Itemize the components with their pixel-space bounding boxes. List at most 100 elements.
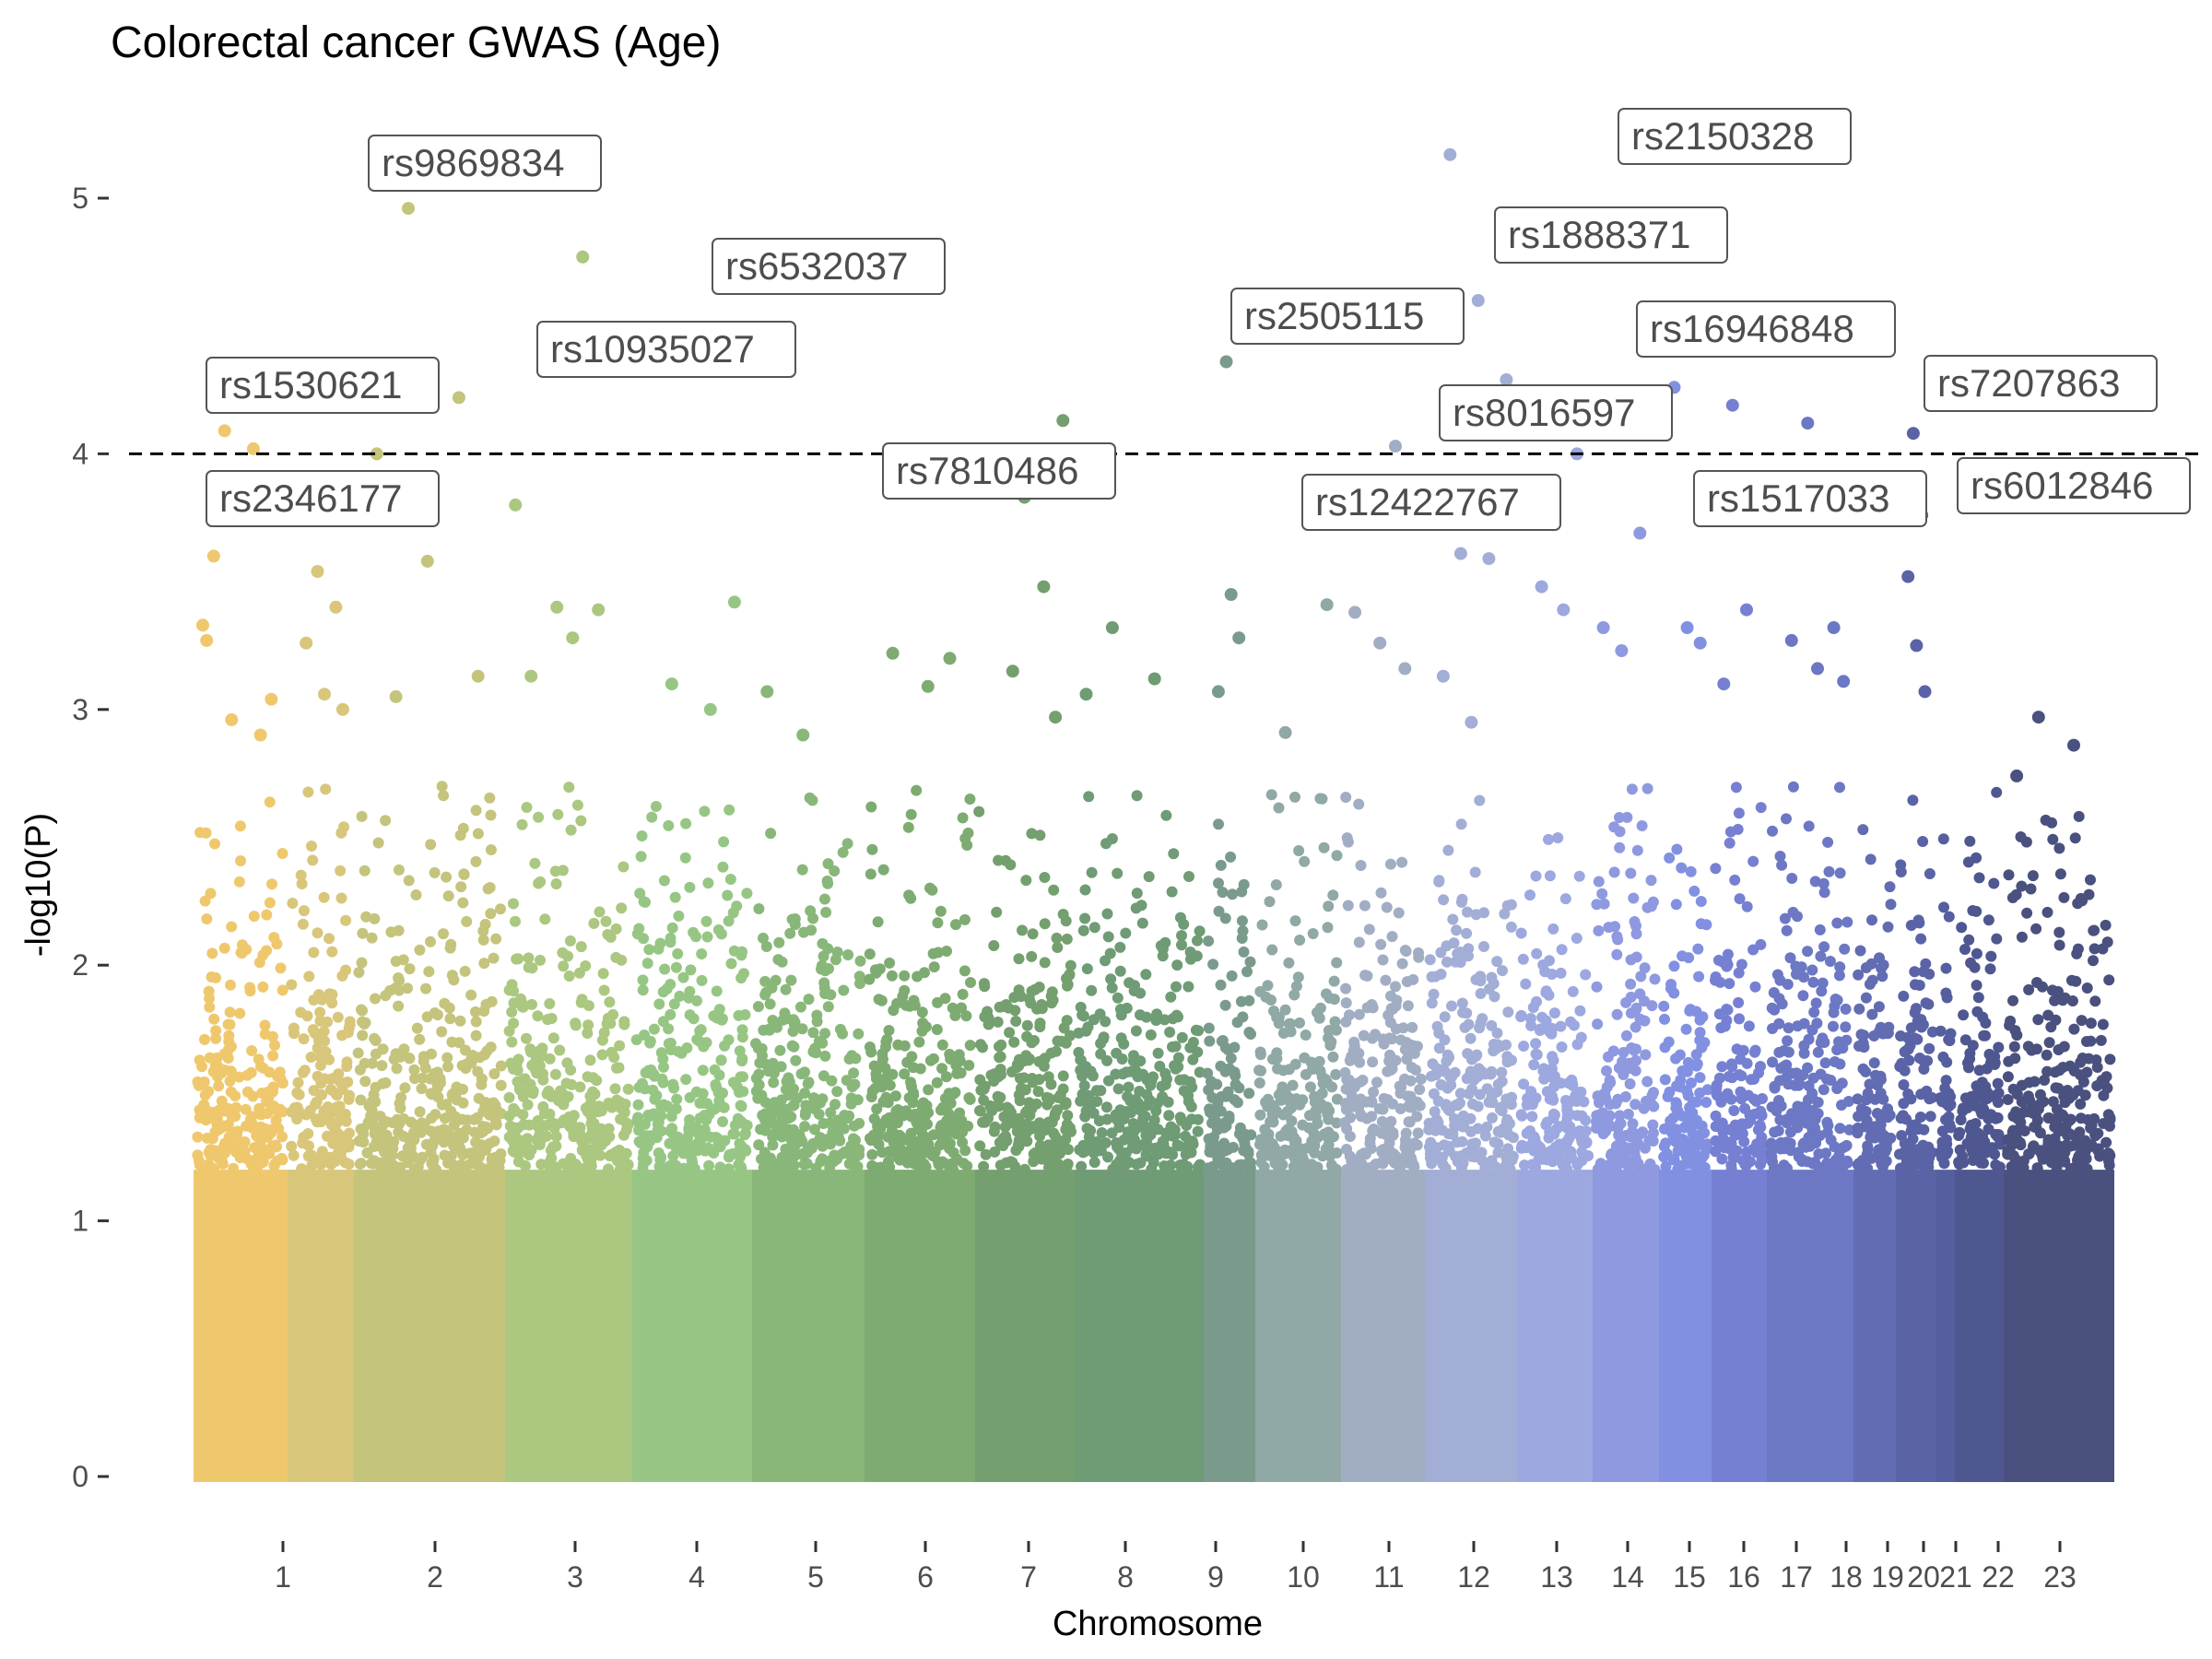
snp-point-bg — [729, 1119, 741, 1131]
snp-point-bg — [1660, 1160, 1672, 1172]
snp-point-bg — [758, 932, 769, 944]
snp-point-bg — [1225, 851, 1237, 863]
snp-point-bg — [1836, 1100, 1847, 1111]
snp-point — [1482, 552, 1496, 566]
snp-point-bg — [1668, 960, 1680, 972]
snp-point-bg — [1884, 881, 1896, 893]
snp-point-bg — [1075, 1065, 1087, 1077]
snp-point-bg — [853, 971, 865, 982]
snp-point-bg — [2049, 1066, 2061, 1078]
snp-point-bg — [1235, 1159, 1247, 1171]
snp-point-bg — [1131, 790, 1143, 802]
annotation-label: rs2505115 — [1244, 294, 1424, 337]
snp-point-bg — [1502, 1006, 1514, 1018]
snp-point-bg — [1898, 1079, 1910, 1090]
snp-point-bg — [1747, 944, 1759, 956]
snp-point-bg — [1157, 950, 1169, 962]
snp-point-bg — [1141, 1100, 1153, 1112]
snp-point-bg — [1716, 1153, 1728, 1165]
snp-point-bg — [905, 808, 917, 820]
snp-point-bg — [2046, 817, 2058, 829]
dense-snp-region — [194, 1170, 288, 1482]
snp-point-bg — [839, 1110, 851, 1121]
snp-point-bg — [1765, 1137, 1777, 1149]
snp-point-bg — [717, 1101, 729, 1113]
snp-point-bg — [669, 891, 681, 903]
snp-point-bg — [325, 1084, 336, 1095]
snp-point-bg — [650, 801, 662, 812]
snp-point-bg — [325, 1119, 337, 1131]
snp-point-bg — [888, 1005, 900, 1017]
snp-point-bg — [1155, 940, 1167, 952]
snp-point-bg — [771, 1021, 782, 1033]
snp-point-bg — [1470, 909, 1482, 921]
snp-point-bg — [1813, 1148, 1825, 1159]
snp-point-bg — [1371, 1077, 1382, 1088]
snp-point-bg — [854, 955, 866, 967]
snp-point-bg — [1976, 1108, 1988, 1120]
snp-point-bg — [1565, 1016, 1577, 1028]
snp-point-bg — [1083, 791, 1095, 803]
snp-point-bg — [340, 914, 352, 926]
snp-point-bg — [1445, 1079, 1457, 1091]
snp-point-bg — [1386, 1033, 1398, 1045]
snp-point-bg — [1130, 902, 1142, 914]
snp-point-bg — [1204, 1035, 1216, 1047]
snp-point-bg — [1289, 791, 1300, 803]
x-tick-label: 14 — [1611, 1560, 1644, 1594]
snp-point-bg — [1963, 934, 1975, 946]
snp-point-bg — [1055, 1144, 1067, 1156]
snp-point-bg — [1917, 836, 1929, 847]
snp-point-bg — [1353, 936, 1365, 948]
snp-point-bg — [1208, 1131, 1219, 1143]
snp-point-bg — [1065, 1030, 1076, 1041]
snp-point-bg — [658, 1061, 669, 1073]
snp-point-bg — [1629, 1145, 1640, 1156]
snp-point-bg — [1809, 1113, 1821, 1125]
snp-point-bg — [1807, 976, 1819, 988]
snp-point-bg — [1898, 990, 1910, 1002]
snp-point-bg — [1530, 1092, 1542, 1104]
snp-point-bg — [1773, 1095, 1784, 1106]
snp-point-bg — [677, 971, 689, 983]
snp-point-bg — [1755, 1105, 1767, 1117]
snp-point-bg — [194, 827, 206, 839]
snp-point-bg — [1052, 1035, 1064, 1047]
dense-snp-region — [1341, 1170, 1425, 1482]
snp-point-bg — [1784, 1126, 1796, 1138]
snp-point-bg — [1293, 845, 1305, 856]
snp-point-bg — [1877, 971, 1888, 982]
snp-point-bg — [1433, 1028, 1445, 1039]
snp-point-bg — [1279, 1147, 1291, 1159]
snp-point-bg — [931, 1077, 943, 1088]
snp-point-bg — [1630, 928, 1642, 940]
snp-point-bg — [1313, 1055, 1325, 1067]
snp-point-bg — [568, 1110, 580, 1122]
snp-point-bg — [1343, 1074, 1355, 1086]
snp-point-bg — [414, 1106, 426, 1118]
snp-point-bg — [696, 974, 708, 986]
snp-point-bg — [257, 1143, 268, 1155]
snp-point-bg — [1331, 957, 1343, 969]
chromosome-band-chr12 — [1339, 792, 1427, 1482]
snp-point-bg — [2088, 943, 2100, 955]
snp-point-bg — [1693, 971, 1705, 982]
snp-point-bg — [923, 1084, 935, 1096]
snp-point-bg — [1591, 1121, 1603, 1132]
snp-point-bg — [1964, 1053, 1976, 1065]
snp-point-bg — [1423, 1141, 1435, 1153]
snp-point — [253, 728, 267, 742]
snp-point-bg — [1186, 1135, 1198, 1147]
annotation-label: rs12422767 — [1315, 480, 1520, 524]
snp-point-bg — [1909, 1032, 1921, 1044]
snp-point-bg — [1538, 1063, 1549, 1075]
snp-point-bg — [853, 1028, 865, 1040]
snp-point-bg — [1575, 1031, 1587, 1043]
annotation-box — [206, 357, 440, 414]
snp-point-bg — [657, 1053, 669, 1065]
snp-point-bg — [1107, 1163, 1119, 1175]
snp-point — [335, 702, 349, 716]
snp-point-bg — [1034, 1125, 1046, 1137]
snp-point-bg — [1992, 1131, 2004, 1143]
snp-point-bg — [1612, 934, 1624, 946]
